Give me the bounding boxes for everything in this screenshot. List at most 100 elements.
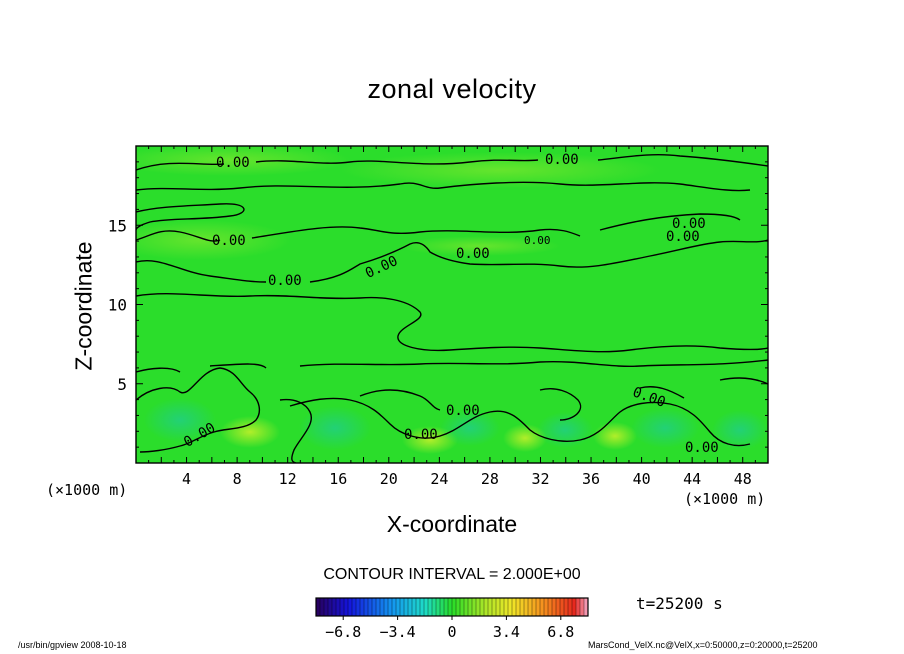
colorbar-tick-label: 0: [447, 623, 456, 641]
field-blob: [400, 236, 560, 256]
x-tick-label: 40: [633, 470, 651, 488]
x-tick-label: 16: [329, 470, 347, 488]
colorbar-cell: [512, 598, 517, 616]
x-tick-label: 12: [279, 470, 297, 488]
colorbar-cell: [580, 598, 585, 616]
colorbar-cell: [356, 598, 361, 616]
contour-label: 0.00: [212, 233, 246, 249]
contour-label: 0.00: [524, 234, 551, 247]
colorbar-cell: [344, 598, 349, 616]
contour-line: [539, 388, 582, 421]
colorbar-tick-label: −3.4: [380, 623, 416, 641]
x-tick-label: 48: [734, 470, 752, 488]
colorbar-cell: [508, 598, 513, 616]
footer-left: /usr/bin/gpview 2008-10-18: [18, 640, 127, 650]
colorbar-cell: [396, 598, 401, 616]
contour-line: [251, 226, 581, 239]
colorbar-cell: [404, 598, 409, 616]
contour-lines: [136, 153, 768, 463]
x-tick-label: 24: [430, 470, 448, 488]
field-blob: [144, 398, 216, 442]
field-blob: [220, 416, 280, 448]
field-blob: [537, 412, 593, 448]
x-tick-label: 32: [531, 470, 549, 488]
field-blob: [503, 424, 547, 452]
colorbar-cell: [372, 598, 377, 616]
colorbar-cell: [352, 598, 357, 616]
time-label: t=25200 s: [636, 594, 723, 613]
colorbar-cell: [516, 598, 521, 616]
field-blob: [712, 410, 768, 450]
contour-line: [359, 389, 441, 411]
x-unit-label-left: (×1000 m): [46, 481, 128, 499]
colorbar-cell: [528, 598, 533, 616]
x-tick-label: 36: [582, 470, 600, 488]
contour-line: [136, 181, 751, 192]
colorbar-cell: [436, 598, 441, 616]
x-axis-label: X-coordinate: [386, 511, 518, 537]
colorbar-cell: [504, 598, 509, 616]
colorbar-cell: [496, 598, 501, 616]
colorbar-cell: [572, 598, 577, 616]
colorbar-cell: [492, 598, 497, 616]
field-blob: [340, 152, 660, 188]
y-tick-label: 5: [117, 375, 127, 394]
colorbar-tick-label: 3.4: [493, 623, 520, 641]
colorbar-cell: [432, 598, 437, 616]
colorbar-cell: [324, 598, 329, 616]
contour-line: [289, 397, 751, 447]
contour-label: 0.00: [545, 152, 579, 168]
contour-line: [136, 159, 539, 171]
colorbar: −6.8 −3.4 0 3.4 6.8: [315, 597, 589, 641]
colorbar-cell: [424, 598, 429, 616]
contour-line: [136, 367, 261, 453]
contour-label: 0.00: [446, 403, 480, 419]
contour-line: [599, 213, 741, 231]
y-tick-label: 15: [108, 216, 127, 235]
footer-right: MarsCond_VelX.nc@VelX,x=0:50000,z=0:2000…: [588, 640, 818, 650]
field-blob: [136, 220, 290, 260]
contour-label: 0.00: [268, 273, 302, 289]
colorbar-cell: [400, 598, 405, 616]
field-blob: [593, 422, 637, 450]
contour-line: [597, 153, 768, 167]
colorbar-cell: [328, 598, 333, 616]
colorbar-cell: [316, 598, 321, 616]
x-unit-label-right: (×1000 m): [684, 490, 766, 508]
chart-title: zonal velocity: [367, 74, 537, 104]
contour-label: 0.00: [685, 440, 719, 456]
colorbar-cell: [440, 598, 445, 616]
colorbar-cell: [548, 598, 553, 616]
y-axis: 5 10 15: [108, 161, 768, 448]
contour-interval-label: CONTOUR INTERVAL = 2.000E+00: [323, 566, 581, 583]
colorbar-cell: [428, 598, 433, 616]
colorbar-cell: [524, 598, 529, 616]
colorbar-cell: [480, 598, 485, 616]
contour-line: [136, 293, 768, 353]
colorbar-cell: [584, 598, 589, 616]
contour-line: [309, 239, 768, 283]
colorbar-cell: [540, 598, 545, 616]
colorbar-cell: [536, 598, 541, 616]
colorbar-cell: [388, 598, 393, 616]
colorbar-tick-label: −6.8: [325, 623, 361, 641]
contour-line: [136, 260, 267, 283]
x-tick-label: 28: [481, 470, 499, 488]
colorbar-cell: [412, 598, 417, 616]
contour-label: 0.00: [456, 246, 490, 262]
colorbar-cell: [336, 598, 341, 616]
colorbar-cell: [460, 598, 465, 616]
colorbar-cell: [384, 598, 389, 616]
colorbar-cell: [380, 598, 385, 616]
colorbar-cell: [408, 598, 413, 616]
colorbar-cell: [552, 598, 557, 616]
colorbar-tick-label: 6.8: [547, 623, 574, 641]
field-blob: [136, 146, 350, 176]
colorbar-cell: [488, 598, 493, 616]
colorbar-cell: [556, 598, 561, 616]
colorbar-cell: [464, 598, 469, 616]
colorbar-cell: [484, 598, 489, 616]
colorbar-cell: [456, 598, 461, 616]
x-tick-label: 44: [683, 470, 701, 488]
contour-label: 0.00: [216, 155, 250, 171]
